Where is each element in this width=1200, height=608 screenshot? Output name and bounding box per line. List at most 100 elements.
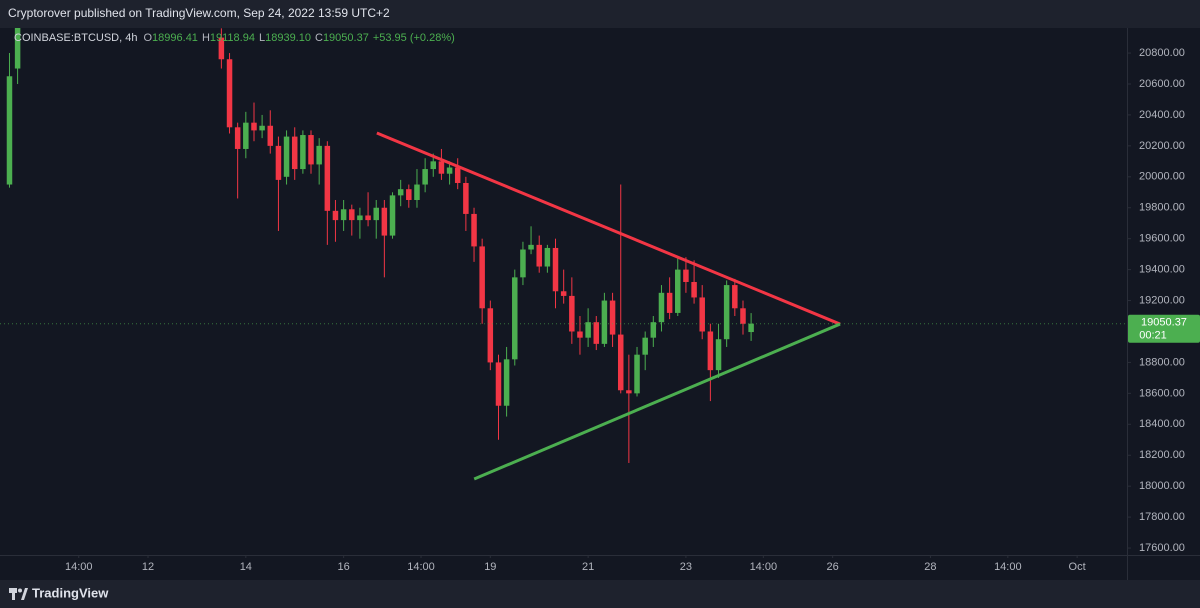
y-tick-label: 20400.00 — [1139, 109, 1185, 121]
candle-body — [283, 136, 290, 177]
y-tick-label: 17800.00 — [1139, 511, 1185, 523]
candle-body — [446, 167, 453, 174]
x-tick-label: 21 — [582, 561, 594, 573]
candle — [512, 269, 518, 366]
candle — [617, 184, 624, 394]
candle-body — [308, 135, 314, 165]
candle-body — [471, 213, 477, 247]
candle — [218, 28, 225, 69]
candle-body — [503, 359, 510, 406]
candle — [520, 241, 526, 286]
ohlc-label: H — [202, 32, 210, 44]
candle-body — [528, 244, 534, 250]
x-tick-label: 28 — [924, 561, 936, 573]
candle-body — [544, 247, 551, 267]
candle-body — [357, 215, 363, 221]
candle — [365, 192, 371, 227]
ohlc-value: 18996.41 — [152, 32, 198, 44]
candle — [560, 269, 567, 304]
candle-body — [414, 184, 420, 201]
candle-body — [617, 334, 624, 391]
x-tick-label: 14 — [240, 561, 252, 573]
candle — [626, 354, 632, 463]
y-tick-label: 19400.00 — [1139, 264, 1185, 276]
x-tick-label: 14:00 — [407, 561, 435, 573]
candle — [691, 260, 697, 304]
candle — [634, 346, 640, 397]
x-tick-label: Oct — [1069, 561, 1086, 573]
candle-body — [699, 297, 705, 332]
candle-body — [707, 331, 714, 371]
y-tick-label: 20600.00 — [1139, 78, 1185, 90]
x-tick-label: 26 — [826, 561, 838, 573]
candle-body — [732, 285, 738, 309]
x-tick-label: 14:00 — [994, 561, 1022, 573]
footer-bar — [0, 580, 1200, 608]
candle — [650, 316, 657, 347]
candle-body — [243, 122, 249, 149]
candle — [406, 184, 412, 208]
candle — [397, 179, 404, 207]
candle — [463, 176, 469, 231]
candle — [300, 130, 306, 174]
candle — [226, 53, 233, 134]
y-tick-label: 20800.00 — [1139, 47, 1185, 59]
candle — [373, 200, 379, 239]
candle — [577, 316, 583, 355]
candle-body — [422, 169, 428, 185]
y-tick-label: 18000.00 — [1139, 480, 1185, 492]
candle-body — [226, 59, 233, 128]
candle-body — [715, 339, 722, 371]
candle — [528, 226, 534, 255]
candle — [243, 111, 249, 159]
candle — [275, 136, 282, 231]
candle-body — [740, 308, 746, 324]
candle-body — [666, 292, 673, 313]
candle-body — [389, 195, 396, 236]
candle-body — [300, 135, 306, 170]
countdown: 00:21 — [1139, 330, 1167, 342]
candle — [340, 200, 347, 231]
candle — [291, 127, 298, 180]
symbol: COINBASE:BTCUSD, 4h — [14, 32, 137, 44]
x-tick-label: 14:00 — [65, 561, 93, 573]
candle-body — [552, 247, 559, 292]
candle — [283, 130, 290, 185]
candle-body — [218, 37, 225, 60]
candle — [732, 278, 738, 317]
last-price-label: 19050.37 — [1141, 317, 1187, 329]
candle-body — [332, 210, 339, 221]
candle — [536, 235, 542, 273]
y-tick-label: 20200.00 — [1139, 140, 1185, 152]
candle — [422, 158, 428, 193]
candle-body — [593, 322, 600, 344]
candle-body — [569, 295, 575, 332]
candle-body — [479, 246, 485, 309]
candle-body — [14, 28, 21, 69]
candle — [593, 316, 600, 351]
candle — [699, 285, 705, 340]
candle-body — [626, 390, 632, 394]
candle-body — [340, 209, 347, 221]
candle-body — [397, 189, 404, 196]
candle-body — [658, 292, 665, 323]
tv-logo — [9, 588, 28, 600]
candle-body — [316, 145, 322, 165]
candle-body — [691, 281, 697, 298]
candle — [715, 323, 722, 378]
candle — [267, 110, 274, 154]
x-tick-label: 14:00 — [750, 561, 778, 573]
candle — [495, 354, 502, 440]
trend-line — [376, 131, 841, 326]
candle-body — [512, 277, 518, 360]
candle — [454, 158, 461, 190]
candle — [658, 285, 665, 332]
candle — [251, 102, 257, 142]
y-tick-label: 18600.00 — [1139, 387, 1185, 399]
candle-body — [259, 125, 265, 131]
candle — [585, 308, 591, 347]
candle — [438, 148, 445, 180]
y-tick-label: 19600.00 — [1139, 233, 1185, 245]
candle — [601, 292, 608, 347]
